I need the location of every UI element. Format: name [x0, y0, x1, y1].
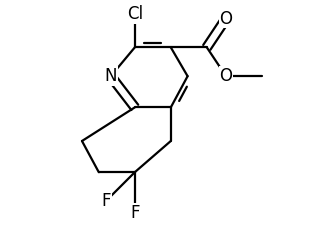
Text: F: F	[101, 192, 111, 210]
Text: O: O	[219, 10, 232, 28]
Text: Cl: Cl	[127, 5, 143, 23]
Text: O: O	[219, 67, 232, 85]
Text: N: N	[105, 67, 117, 85]
Text: F: F	[130, 204, 139, 222]
